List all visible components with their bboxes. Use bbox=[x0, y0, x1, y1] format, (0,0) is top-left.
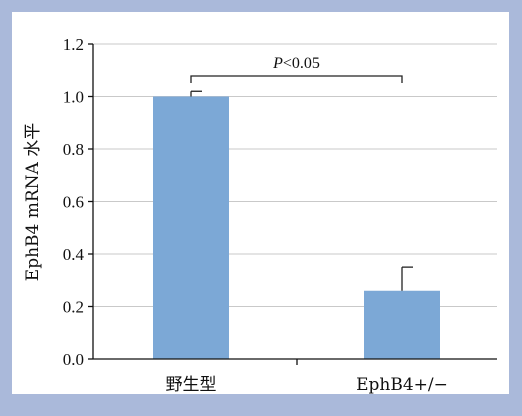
y-tick-label: 0.4 bbox=[63, 245, 85, 264]
bars bbox=[153, 96, 440, 359]
x-category-label: 野生型 bbox=[166, 375, 217, 395]
error-bars bbox=[190, 90, 413, 291]
bracket-line bbox=[190, 75, 403, 83]
p-threshold: <0.05 bbox=[283, 55, 320, 72]
bar bbox=[364, 290, 440, 359]
y-tick-label: 0.8 bbox=[63, 140, 84, 159]
significance-bracket: P<0.05 bbox=[190, 55, 403, 83]
p-symbol: P bbox=[272, 55, 283, 72]
y-tick-label: 0.0 bbox=[63, 350, 84, 369]
bar bbox=[153, 96, 229, 359]
y-tick-label: 0.6 bbox=[63, 193, 84, 212]
p-value-label: P<0.05 bbox=[272, 55, 320, 72]
x-categories: 野生型 EphB4+/− bbox=[166, 375, 448, 395]
y-ticks: 0.0 0.2 0.4 0.6 0.8 1.0 1.2 bbox=[63, 35, 93, 369]
y-axis-label: EphB4 mRNA 水平 bbox=[23, 123, 43, 281]
y-tick-label: 1.0 bbox=[63, 88, 84, 107]
x-category-label: EphB4+/− bbox=[356, 375, 448, 395]
y-tick-label: 1.2 bbox=[63, 35, 84, 54]
y-tick-label: 0.2 bbox=[63, 298, 84, 317]
